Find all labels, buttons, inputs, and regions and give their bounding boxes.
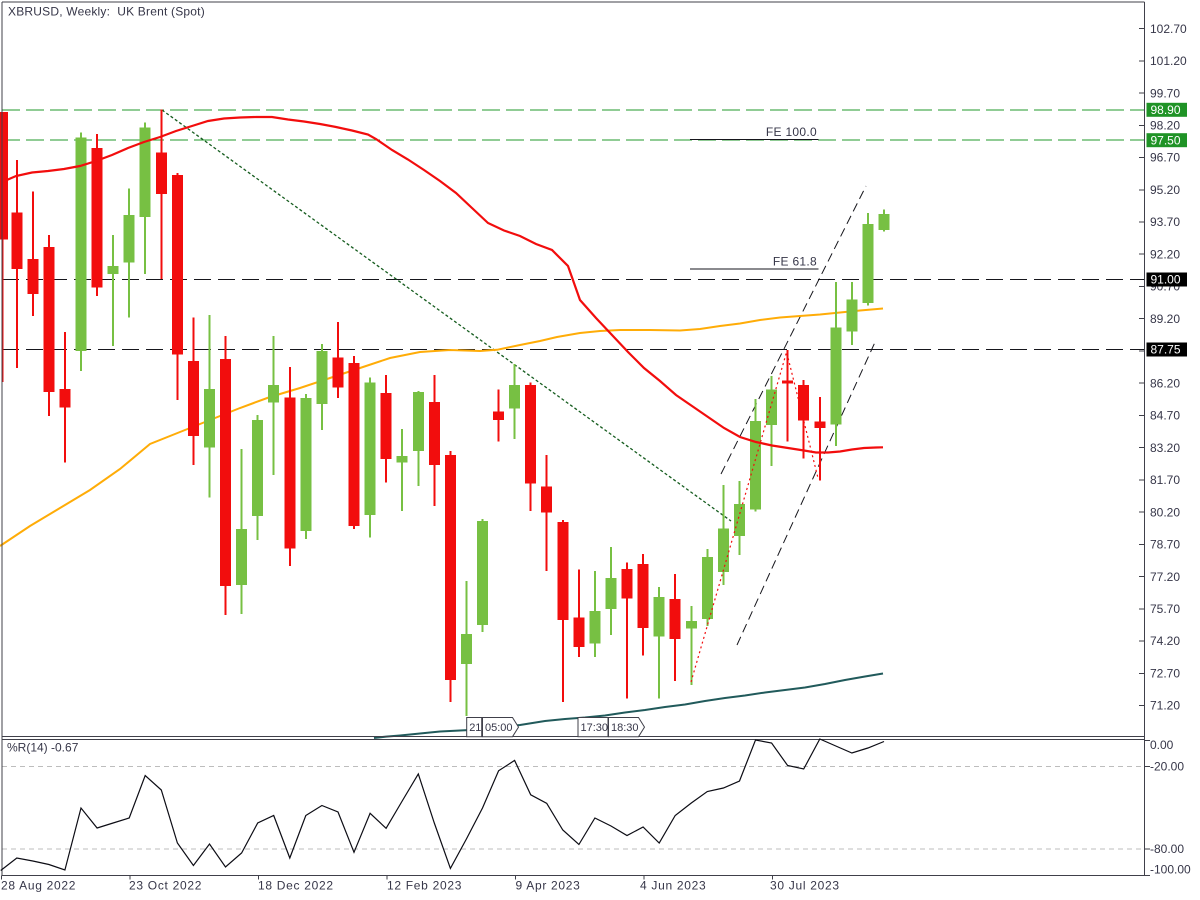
svg-text:92.20: 92.20 — [1150, 247, 1180, 261]
svg-text:21: 21 — [469, 722, 481, 734]
svg-text:75.70: 75.70 — [1150, 602, 1180, 616]
svg-text:18 Dec 2022: 18 Dec 2022 — [258, 879, 334, 893]
svg-text:0.00: 0.00 — [1150, 738, 1174, 752]
svg-text:05:00: 05:00 — [485, 722, 513, 734]
svg-text:101.20: 101.20 — [1150, 54, 1187, 68]
svg-text:72.70: 72.70 — [1150, 667, 1180, 681]
svg-text:86.20: 86.20 — [1150, 376, 1180, 390]
svg-text:-80.00: -80.00 — [1150, 842, 1184, 856]
svg-text:97.50: 97.50 — [1151, 133, 1181, 147]
svg-text:93.70: 93.70 — [1150, 215, 1180, 229]
svg-text:80.20: 80.20 — [1150, 505, 1180, 519]
svg-text:102.70: 102.70 — [1150, 22, 1187, 36]
svg-text:84.70: 84.70 — [1150, 409, 1180, 423]
svg-text:89.20: 89.20 — [1150, 312, 1180, 326]
svg-text:81.70: 81.70 — [1150, 473, 1180, 487]
svg-text:-100.00: -100.00 — [1150, 863, 1191, 877]
svg-text:28 Aug 2022: 28 Aug 2022 — [1, 879, 76, 893]
svg-text:XBRUSD, Weekly: UK Brent (Spo: XBRUSD, Weekly: UK Brent (Spot) — [8, 5, 205, 19]
svg-text:98.90: 98.90 — [1151, 103, 1181, 117]
svg-text:-20.00: -20.00 — [1150, 760, 1184, 774]
svg-text:78.70: 78.70 — [1150, 538, 1180, 552]
svg-text:91.00: 91.00 — [1151, 273, 1181, 287]
svg-text:74.20: 74.20 — [1150, 634, 1180, 648]
svg-text:FE 61.8: FE 61.8 — [773, 255, 817, 269]
svg-text:4 Jun 2023: 4 Jun 2023 — [640, 879, 706, 893]
svg-text:18:30: 18:30 — [611, 722, 639, 734]
svg-text:71.20: 71.20 — [1150, 699, 1180, 713]
svg-text:77.20: 77.20 — [1150, 570, 1180, 584]
svg-text:FE 100.0: FE 100.0 — [766, 125, 817, 139]
svg-text:99.70: 99.70 — [1150, 86, 1180, 100]
svg-text:95.20: 95.20 — [1150, 183, 1180, 197]
svg-text:17:30: 17:30 — [581, 722, 609, 734]
svg-text:23 Oct 2022: 23 Oct 2022 — [129, 879, 202, 893]
svg-text:98.20: 98.20 — [1150, 119, 1180, 133]
svg-text:9 Apr 2023: 9 Apr 2023 — [516, 879, 581, 893]
svg-text:12 Feb 2023: 12 Feb 2023 — [387, 879, 462, 893]
svg-text:87.75: 87.75 — [1151, 343, 1181, 357]
svg-text:83.20: 83.20 — [1150, 441, 1180, 455]
svg-text:%R(14) -0.67: %R(14) -0.67 — [7, 741, 79, 755]
svg-text:96.70: 96.70 — [1150, 151, 1180, 165]
svg-text:30 Jul 2023: 30 Jul 2023 — [770, 879, 840, 893]
